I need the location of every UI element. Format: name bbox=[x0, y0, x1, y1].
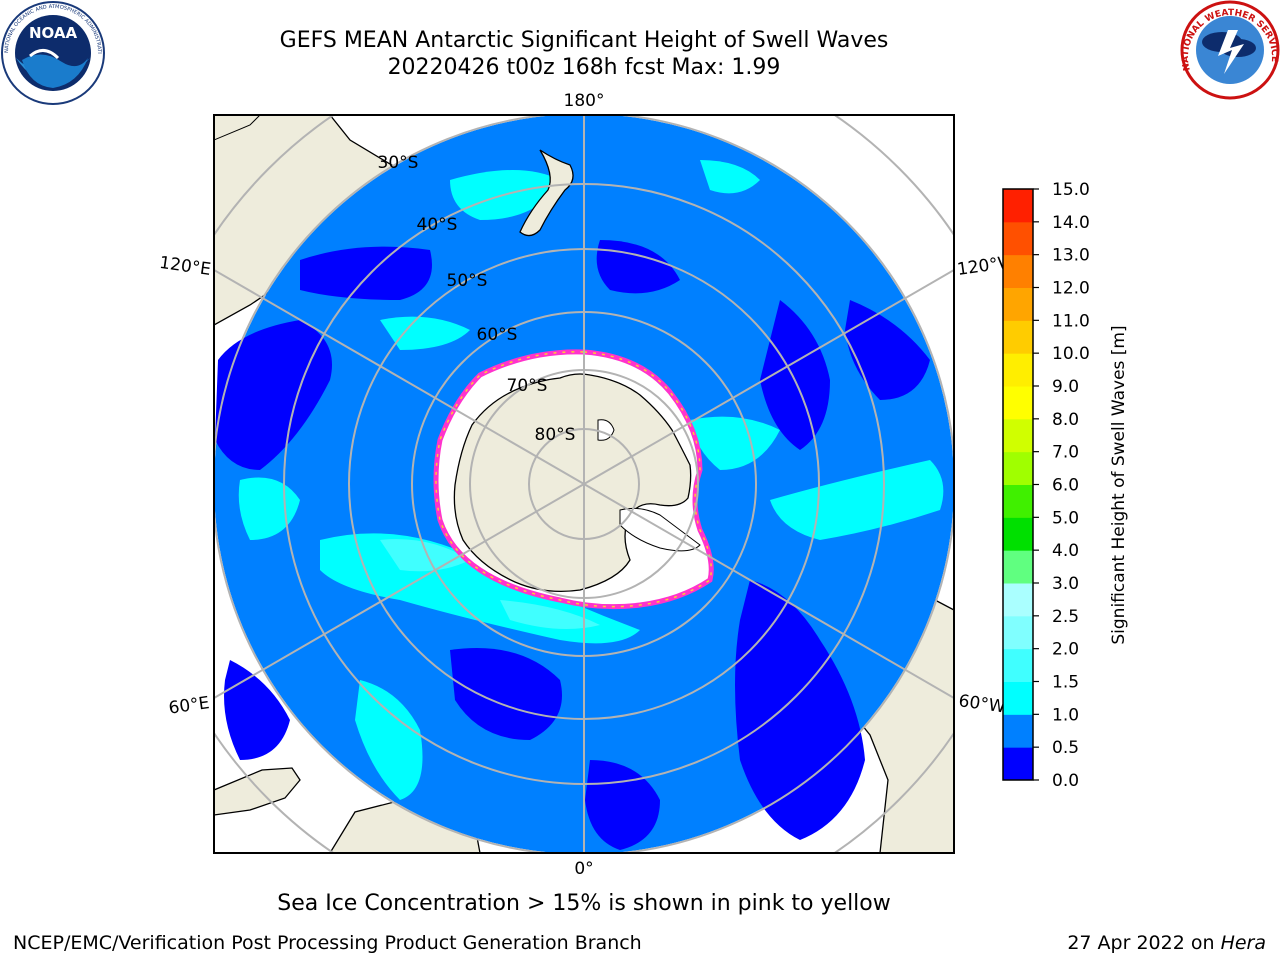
colorbar-segment bbox=[1003, 287, 1033, 321]
colorbar-tick-label: 0.5 bbox=[1052, 738, 1079, 758]
colorbar-tick-label: 13.0 bbox=[1052, 246, 1090, 266]
colorbar-tick-label: 4.0 bbox=[1052, 541, 1079, 561]
colorbar-tick-label: 0.0 bbox=[1052, 771, 1079, 791]
lat-label-40s: 40°S bbox=[417, 215, 458, 235]
colorbar-segment bbox=[1003, 451, 1033, 485]
lat-label-50s: 50°S bbox=[447, 271, 488, 291]
lat-label-60s: 60°S bbox=[477, 325, 518, 345]
colorbar-tick-label: 10.0 bbox=[1052, 344, 1090, 364]
map-area bbox=[214, 115, 954, 853]
colorbar-tick-label: 12.0 bbox=[1052, 279, 1090, 299]
colorbar-tick-label: 11.0 bbox=[1052, 311, 1090, 331]
colorbar-tick-label: 14.0 bbox=[1052, 213, 1090, 233]
lon-label-0: 0° bbox=[574, 859, 593, 879]
colorbar-tick-label: 9.0 bbox=[1052, 377, 1079, 397]
colorbar-segment bbox=[1003, 747, 1033, 781]
chart-subtitle: 20220426 t00z 168h fcst Max: 1.99 bbox=[387, 55, 781, 80]
colorbar-tick-label: 7.0 bbox=[1052, 443, 1079, 463]
colorbar-label: Significant Height of Swell Waves [m] bbox=[1109, 325, 1129, 644]
colorbar-segment bbox=[1003, 254, 1033, 288]
colorbar-segment bbox=[1003, 615, 1033, 650]
colorbar-tick-label: 5.0 bbox=[1052, 508, 1079, 528]
colorbar-segment bbox=[1003, 714, 1033, 748]
lat-label-80s: 80°S bbox=[535, 425, 576, 445]
land-new-zealand bbox=[519, 149, 574, 237]
colorbar-segment bbox=[1003, 353, 1033, 387]
colorbar-segment bbox=[1003, 386, 1033, 420]
land-tasmania-corner bbox=[214, 115, 261, 141]
colorbar-tick-label: 1.5 bbox=[1052, 673, 1079, 693]
lon-label-180: 180° bbox=[564, 91, 605, 111]
colorbar-segment bbox=[1003, 418, 1033, 453]
nws-logo: NATIONAL WEATHER SERVICE bbox=[1180, 0, 1280, 100]
colorbar-tick-label: 2.0 bbox=[1052, 640, 1079, 660]
colorbar-tick-label: 6.0 bbox=[1052, 476, 1079, 496]
colorbar-segment bbox=[1003, 320, 1033, 354]
footer-date-text: 27 Apr 2022 on bbox=[1067, 932, 1215, 954]
sea-ice-note: Sea Ice Concentration > 15% is shown in … bbox=[277, 891, 891, 916]
lat-label-30s: 30°S bbox=[378, 153, 419, 173]
colorbar-segment bbox=[1003, 484, 1033, 518]
lon-label-60e: 60°E bbox=[167, 693, 210, 718]
colorbar-tick-label: 8.0 bbox=[1052, 410, 1079, 430]
colorbar: 0.0 0.5 1.0 1.5 2.0 2.5 3.0 4.0 5.0 6.0 7.0 8.0 9.0 1… bbox=[1002, 180, 1090, 791]
graticule bbox=[214, 115, 954, 853]
lon-label-120e: 120°E bbox=[158, 253, 212, 280]
colorbar-segment bbox=[1003, 517, 1033, 551]
colorbar-tick-label: 3.0 bbox=[1052, 574, 1079, 594]
colorbar-tick-label: 15.0 bbox=[1052, 180, 1090, 200]
colorbar-tick-label: 1.0 bbox=[1052, 705, 1079, 725]
land-antarctica bbox=[453, 373, 692, 592]
colorbar-segment bbox=[1003, 681, 1033, 715]
colorbar-segment bbox=[1003, 648, 1033, 682]
lat-label-70s: 70°S bbox=[507, 376, 548, 396]
footer-date: 27 Apr 2022 on Hera bbox=[1067, 932, 1266, 954]
colorbar-segment bbox=[1003, 583, 1033, 617]
colorbar-segment bbox=[1003, 550, 1033, 584]
noaa-logo: NOAA NATIONAL OCEANIC AND ATMOSPHERIC AD… bbox=[0, 0, 105, 105]
map-frame bbox=[213, 114, 955, 854]
chart-title: GEFS MEAN Antarctic Significant Height o… bbox=[279, 28, 889, 53]
land-madagascar bbox=[214, 767, 301, 816]
colorbar-segment bbox=[1003, 221, 1033, 256]
colorbar-segment bbox=[1003, 189, 1033, 223]
lon-label-60w: 60°W bbox=[957, 691, 1006, 717]
footer-host: Hera bbox=[1220, 932, 1266, 954]
noaa-logo-text: NOAA bbox=[29, 24, 78, 42]
colorbar-tick-label: 2.5 bbox=[1052, 607, 1079, 627]
footer-credit: NCEP/EMC/Verification Post Processing Pr… bbox=[13, 932, 642, 954]
